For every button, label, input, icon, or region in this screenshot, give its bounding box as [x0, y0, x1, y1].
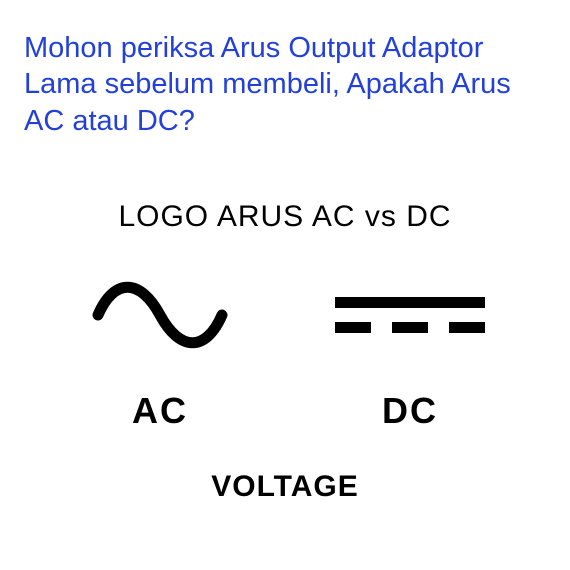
sine-wave-icon	[90, 275, 230, 355]
dc-label: DC	[382, 390, 438, 432]
ac-symbol	[80, 270, 240, 360]
dc-lines-icon	[335, 297, 485, 333]
symbols-row: AC DC	[0, 270, 570, 432]
dc-symbol	[330, 270, 490, 360]
instruction-text: Mohon periksa Arus Output Adaptor Lama s…	[24, 30, 540, 139]
dc-solid-line	[335, 297, 485, 308]
dc-dash	[392, 322, 428, 333]
dc-dashed-line	[335, 322, 485, 333]
dc-block: DC	[330, 270, 490, 432]
ac-block: AC	[80, 270, 240, 432]
logo-title: LOGO ARUS AC vs DC	[0, 200, 570, 234]
dc-dash	[335, 322, 371, 333]
voltage-label: VOLTAGE	[0, 470, 570, 504]
dc-dash	[449, 322, 485, 333]
ac-label: AC	[132, 390, 188, 432]
